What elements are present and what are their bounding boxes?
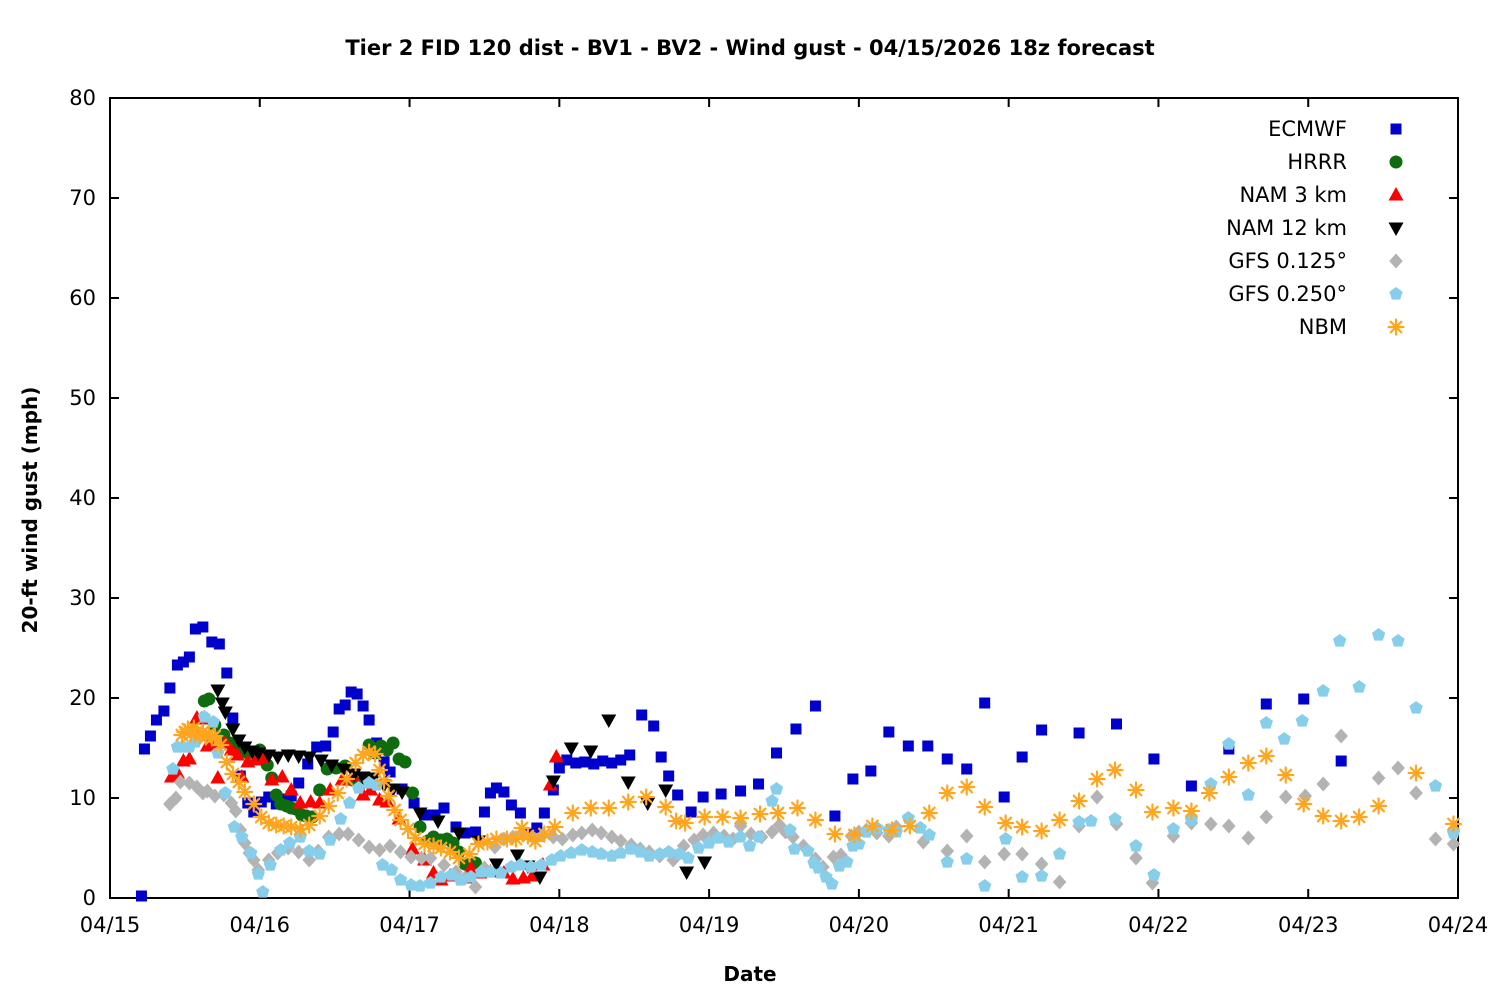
- axes-ticks: 04/15 04/16 04/17 04/18 04/19 04/20 04/21 04/22…: [69, 86, 1488, 937]
- series-points-nbm: [173, 719, 1463, 867]
- legend-label: HRRR: [1287, 150, 1347, 174]
- x-tick-label: 04/18: [529, 913, 590, 937]
- y-tick-label: 50: [69, 386, 96, 410]
- legend-item-gfs-0-125-: GFS 0.125°: [1228, 249, 1403, 273]
- x-axis-label: Date: [723, 962, 777, 986]
- legend-label: ECMWF: [1268, 117, 1347, 141]
- series-points-gfs-0-250-: [166, 628, 1461, 898]
- legend: ECMWF HRRR NAM 3 km NAM 12 km GFS 0.125° GFS …: [1226, 117, 1405, 339]
- x-tick-label: 04/23: [1278, 913, 1339, 937]
- legend-item-hrrr: HRRR: [1287, 150, 1403, 174]
- y-tick-label: 80: [69, 86, 96, 110]
- y-tick-label: 20: [69, 686, 96, 710]
- y-tick-label: 0: [83, 886, 96, 910]
- legend-item-nbm: NBM: [1299, 315, 1405, 339]
- x-tick-label: 04/24: [1428, 913, 1489, 937]
- legend-label: NAM 3 km: [1239, 183, 1347, 207]
- legend-item-gfs-0-250-: GFS 0.250°: [1228, 282, 1403, 306]
- chart-title: Tier 2 FID 120 dist - BV1 - BV2 - Wind g…: [345, 36, 1155, 60]
- x-tick-label: 04/19: [679, 913, 740, 937]
- y-tick-label: 10: [69, 786, 96, 810]
- y-tick-label: 40: [69, 486, 96, 510]
- legend-label: GFS 0.125°: [1228, 249, 1347, 273]
- x-tick-label: 04/20: [829, 913, 890, 937]
- y-tick-label: 60: [69, 286, 96, 310]
- legend-item-ecmwf: ECMWF: [1268, 117, 1402, 141]
- legend-item-nam-12-km: NAM 12 km: [1226, 216, 1404, 240]
- x-tick-label: 04/21: [978, 913, 1039, 937]
- y-tick-label: 70: [69, 186, 96, 210]
- y-tick-label: 30: [69, 586, 96, 610]
- legend-label: NAM 12 km: [1226, 216, 1347, 240]
- x-tick-label: 04/16: [230, 913, 291, 937]
- legend-label: NBM: [1299, 315, 1347, 339]
- legend-label: GFS 0.250°: [1228, 282, 1347, 306]
- x-tick-label: 04/17: [379, 913, 440, 937]
- x-tick-label: 04/22: [1128, 913, 1189, 937]
- legend-item-nam-3-km: NAM 3 km: [1239, 183, 1404, 207]
- x-tick-label: 04/15: [80, 913, 141, 937]
